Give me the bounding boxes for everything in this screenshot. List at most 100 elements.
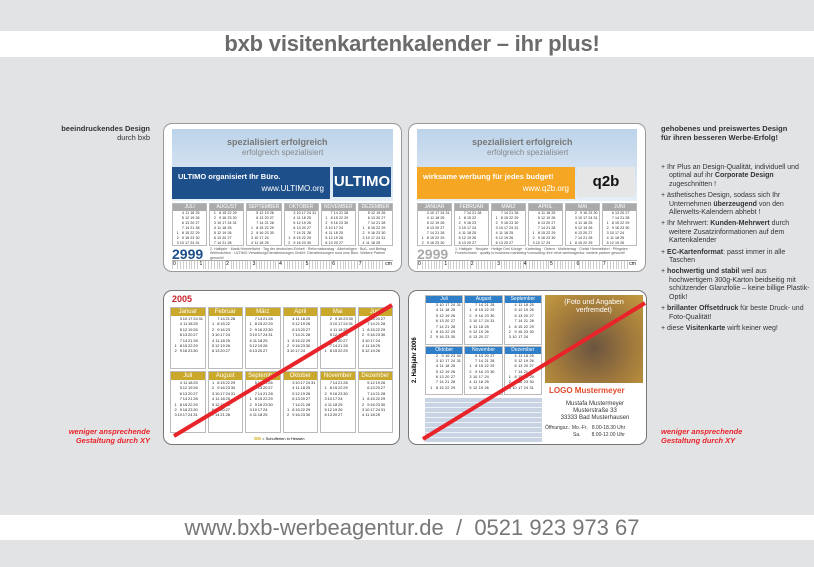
benefit-item: + EC-Kartenformat: passt immer in alle T… — [661, 248, 786, 265]
day-cell: 2 — [574, 211, 577, 215]
day-cell: 25 — [588, 221, 593, 225]
day-cell: 19 — [264, 211, 269, 215]
day-cell: 31 — [381, 236, 386, 240]
day-cell — [273, 348, 278, 353]
day-cell: 15 — [333, 216, 338, 220]
day-cell: 12 — [498, 236, 503, 240]
day-cell: 25 — [195, 211, 200, 215]
day-cell: 16 — [370, 231, 375, 235]
day-cell: 17 — [614, 231, 619, 235]
day-cell: 29 — [306, 236, 311, 240]
day-cell: 19 — [333, 236, 338, 240]
day-cell: 7 — [256, 221, 259, 225]
day-cell: 6 — [495, 241, 498, 245]
day-cell: 18 — [333, 231, 338, 235]
day-cell: 4 — [426, 216, 429, 220]
day-cell: 13 — [217, 236, 222, 240]
day-cell: 30 — [593, 211, 598, 215]
day-cell: 12 — [609, 241, 614, 245]
day-cell: 16 — [222, 216, 227, 220]
day-cell: 15 — [503, 216, 508, 220]
day-cell — [386, 241, 391, 246]
day-cell: 31 — [445, 211, 450, 215]
day-cell: 7 — [181, 226, 184, 230]
month-block: Juni 6 13 20 27 7 14 21 28 1 8 15 22 29 2 9 16 23 30 3 10 17 2… — [357, 307, 393, 369]
day-cell: 7 — [293, 231, 296, 235]
day-cell: 10 — [328, 226, 333, 230]
day-cell: 26 — [269, 211, 274, 215]
day-cell: 25 — [509, 231, 514, 235]
day-cell: 23 — [227, 216, 232, 220]
day-cell: 3 — [426, 211, 429, 215]
day-cell: 24 — [227, 221, 232, 225]
day-cell: 28 — [227, 241, 232, 245]
day-cell: 5 — [537, 216, 540, 220]
day-cell: 14 — [217, 241, 222, 245]
day-cell: 30 — [306, 241, 311, 245]
day-cell: 22 — [583, 241, 588, 245]
month-block: JULI 4 11 18 25 5 12 19 26 6 13 20 27 7 14 21 28 1 8 15 22 29… — [172, 203, 208, 246]
day-cell: 24 — [588, 216, 593, 220]
day-cell: 13 — [614, 211, 619, 215]
day-cell: 16 — [614, 226, 619, 230]
month-block: Januar 3 10 17 24 31 4 11 18 25 5 12 19 26 6 13 20 27 7 14 2… — [170, 307, 206, 369]
day-cell: 15 — [614, 221, 619, 225]
day-cell: 26 — [381, 211, 386, 215]
day-cell: 18 — [222, 226, 227, 230]
day-cell: 28 — [440, 231, 445, 235]
day-cell: 11 — [499, 231, 503, 235]
benefits-heading: gehobenes und preiswertes Design — [661, 124, 788, 133]
day-cell: 11 — [185, 211, 190, 215]
day-cell: 8 — [330, 216, 333, 220]
day-cell: 28 — [269, 221, 274, 225]
day-cell: 31 — [593, 216, 598, 220]
half-year-label: 2. Halbjahr 2006 — [412, 337, 418, 383]
day-cell: 8 — [367, 226, 370, 230]
day-cell: 25 — [264, 241, 269, 245]
info-table — [425, 398, 542, 442]
day-cell: 14 — [259, 221, 264, 225]
day-cell: 27 — [227, 236, 232, 240]
day-cell: 6 — [181, 221, 184, 225]
day-cell: 2 — [458, 221, 461, 225]
day-cell: 16 — [333, 221, 338, 225]
day-cell: 9 — [537, 236, 540, 240]
day-cell: 14 — [503, 211, 508, 215]
day-cell: 4 — [458, 231, 461, 235]
month-block: OKTOBER 3 10 17 24 31 4 11 18 25 5 12 19 26 6 13 20 27 7 14… — [283, 203, 319, 246]
month-block: Oktober 2 9 16 23 30 3 10 17 24 31 4 11 18 25 5 12 19 26 6 1… — [425, 345, 464, 395]
day-cell: 8 — [256, 226, 259, 230]
day-cell: 21 — [435, 231, 440, 235]
day-cell: 21 — [472, 211, 477, 215]
day-cell: 6 — [537, 221, 540, 225]
day-cell: 12 — [577, 226, 582, 230]
day-cell: 1 — [213, 211, 216, 215]
day-cell: 20 — [222, 236, 227, 240]
day-cell: 26 — [620, 241, 625, 245]
day-cell: 11 — [328, 231, 333, 235]
day-cell: 5 — [606, 241, 609, 245]
day-cell: 26 — [338, 236, 343, 240]
day-cell: 26 — [551, 216, 556, 220]
day-cell: 17 — [540, 241, 545, 245]
day-cell — [495, 386, 501, 391]
day-cell: 2 — [606, 226, 609, 230]
month-block: JUNI 6 13 20 27 7 14 21 28 1 8 15 22 29 2 9 16 23 30 3 10 17 2… — [602, 203, 637, 246]
day-cell: 19 — [376, 211, 381, 215]
day-cell: 25 — [440, 216, 445, 220]
day-cell: 27 — [440, 226, 445, 230]
day-cell: 9 — [463, 221, 466, 225]
day-cell: 15 — [577, 241, 582, 245]
day-cell: 13 — [370, 216, 375, 220]
day-cell: 30 — [269, 231, 274, 235]
day-cell — [534, 386, 540, 391]
day-cell: 10 — [254, 236, 259, 240]
day-cell: 23 — [376, 231, 381, 235]
day-cell: 2 — [251, 231, 254, 235]
day-cell: 16 — [259, 231, 264, 235]
day-cell: 13 — [461, 241, 466, 245]
day-cell: 30 — [232, 216, 237, 220]
month-block: FEBRUAR 7 14 21 28 1 8 15 22 2 9 16 23 3 10 17 24 4 11 18 25… — [454, 203, 489, 246]
day-cell: 15 — [429, 236, 434, 240]
day-cell: 18 — [503, 231, 508, 235]
